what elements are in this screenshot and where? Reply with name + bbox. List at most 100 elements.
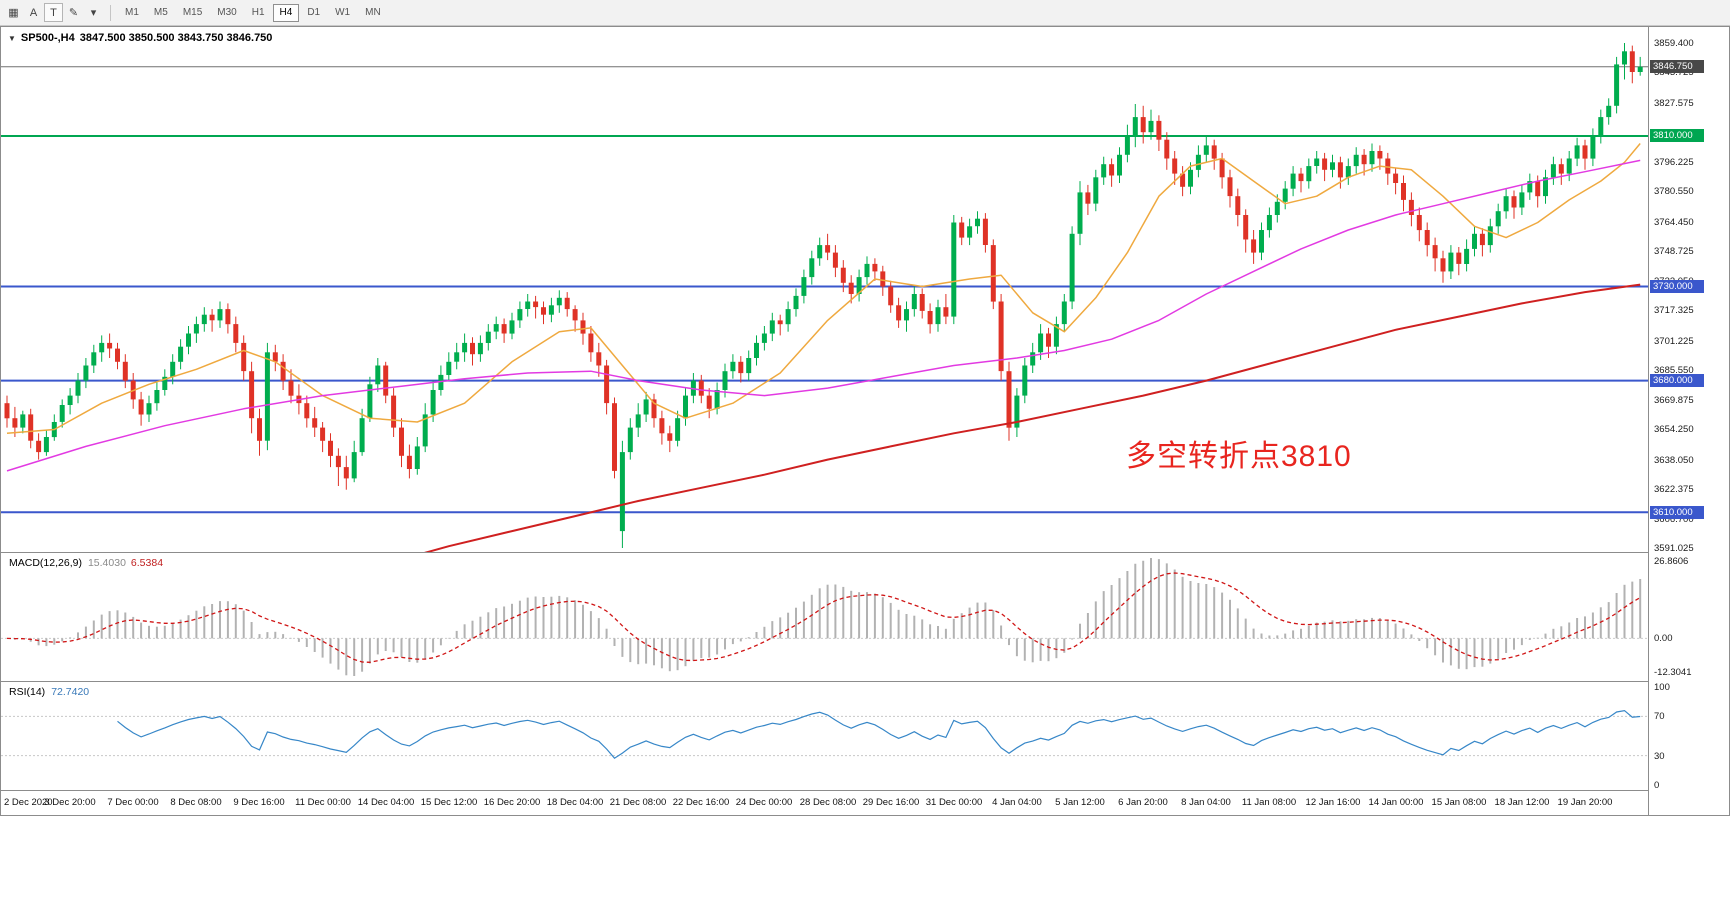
candle-body (75, 380, 81, 396)
ohlc-values: 3847.500 3850.500 3843.750 3846.750 (79, 32, 273, 44)
candle-body (1566, 158, 1572, 174)
macd-panel[interactable] (1, 553, 1648, 681)
candle-body (517, 309, 523, 321)
time-label: 24 Dec 00:00 (735, 797, 793, 808)
candle-body (580, 320, 586, 334)
price-tick: 3780.550 (1654, 186, 1694, 198)
panel-separator (1, 552, 1729, 553)
candle-body (1377, 151, 1383, 159)
candle-body (414, 446, 420, 469)
price-tick: 3669.875 (1654, 394, 1694, 406)
timeframe-button-mn[interactable]: MN (365, 7, 381, 18)
font-a-icon[interactable]: A (29, 6, 38, 19)
rsi-panel[interactable] (1, 682, 1648, 790)
timeframe-button-h1[interactable]: H1 (251, 7, 265, 18)
draw-tools-dropdown-icon[interactable]: ▾ (90, 7, 97, 19)
draw-tools-icon[interactable]: ✎ (68, 7, 79, 19)
price-badge-blue: 3730.000 (1650, 279, 1704, 293)
rsi-value: 72.7420 (51, 686, 90, 698)
candle-body (706, 395, 712, 409)
timeframe-button-m1[interactable]: M1 (125, 7, 139, 18)
candle-body (122, 361, 128, 381)
macd-axis-max: 26.8606 (1654, 556, 1689, 567)
candle-body (533, 301, 539, 308)
price-tick: 3764.450 (1654, 216, 1694, 228)
candle-body (264, 352, 270, 441)
candle-body (998, 301, 1004, 372)
macd-value-signal: 6.5384 (130, 557, 164, 569)
candle-body (170, 361, 176, 377)
chart-window[interactable]: ▼ SP500-,H4 3847.500 3850.500 3843.750 3… (0, 26, 1730, 816)
ma-fast-line (6, 143, 1641, 435)
candle-body (1014, 395, 1020, 428)
symbol-marker-icon: ▼ (8, 33, 16, 43)
price-badge-current: 3846.750 (1650, 60, 1704, 74)
timeframe-button-d1[interactable]: D1 (307, 7, 321, 18)
price-tick: 3606.700 (1654, 513, 1694, 525)
price-chart[interactable] (1, 27, 1648, 552)
time-label: 11 Jan 08:00 (1241, 797, 1297, 808)
candle-body (1180, 173, 1186, 187)
timeframe-button-m5[interactable]: M5 (153, 7, 168, 18)
candle-body (1298, 173, 1304, 182)
text-tool-icon[interactable]: T (44, 3, 63, 22)
macd-label: MACD(12,26,9) 15.4030 6.5384 (9, 557, 163, 569)
candle-body (856, 277, 862, 294)
candle-body (1614, 64, 1620, 106)
time-label: 11 Dec 00:00 (295, 797, 351, 808)
macd-axis-zero: 0.00 (1654, 633, 1673, 645)
candle-body (840, 267, 846, 283)
timeframe-button-w1[interactable]: W1 (335, 7, 351, 18)
candle-body (967, 226, 973, 238)
time-label: 28 Dec 08:00 (799, 797, 857, 808)
candle-body (627, 427, 633, 453)
candle-body (667, 433, 673, 441)
price-tick: 3591.025 (1654, 543, 1694, 554)
templates-icon[interactable]: ▦ (8, 7, 19, 19)
time-axis[interactable]: 2 Dec 2020 3 Dec 20:00 7 Dec 00:00 8 Dec 08… (1, 791, 1648, 815)
candle-body (675, 418, 681, 441)
time-label: 14 Dec 04:00 (357, 797, 415, 808)
candle-body (4, 403, 10, 419)
candle-body (351, 452, 357, 479)
candle-body (241, 342, 247, 372)
time-label: 21 Dec 08:00 (609, 797, 667, 808)
timeframe-button-m15[interactable]: M15 (182, 7, 203, 18)
price-tick: 3748.725 (1654, 246, 1694, 258)
candle-body (328, 440, 333, 456)
candle-body (1369, 151, 1375, 165)
candle-body (1519, 192, 1525, 208)
candle-body (288, 380, 294, 396)
timeframe-button-m30[interactable]: M30 (217, 7, 237, 18)
price-tick: 3685.550 (1654, 365, 1694, 377)
candle-body (635, 414, 641, 428)
candle-body (493, 324, 499, 332)
candle-body (1274, 201, 1280, 215)
candle-body (272, 352, 278, 362)
ma-slow-line (424, 283, 1641, 552)
candle-body (154, 390, 160, 404)
candle-body (990, 245, 996, 302)
price-axis[interactable]: 3859.4003843.7253827.5753796.2253780.550… (1648, 27, 1729, 815)
candle-body (730, 361, 736, 372)
candle-body (115, 348, 120, 362)
candle-body (919, 294, 925, 311)
candle-body (217, 309, 223, 321)
symbol-timeframe-label: SP500-,H4 (20, 32, 75, 44)
candle-body (643, 399, 649, 415)
candle-body (809, 258, 815, 278)
candle-body (951, 222, 957, 317)
price-tick: 3717.325 (1654, 305, 1694, 317)
candle-body (1109, 164, 1115, 176)
time-label: 22 Dec 16:00 (672, 797, 730, 808)
candle-body (1535, 181, 1541, 197)
candle-body (359, 418, 365, 453)
candle-body (146, 403, 152, 415)
candle-body (1503, 196, 1509, 212)
candle-body (1558, 164, 1564, 174)
macd-name: MACD(12,26,9) (9, 557, 82, 569)
timeframe-button-h4[interactable]: H4 (272, 3, 300, 22)
candle-body (1448, 252, 1454, 272)
candle-body (1038, 333, 1044, 353)
candle-body (343, 467, 349, 479)
